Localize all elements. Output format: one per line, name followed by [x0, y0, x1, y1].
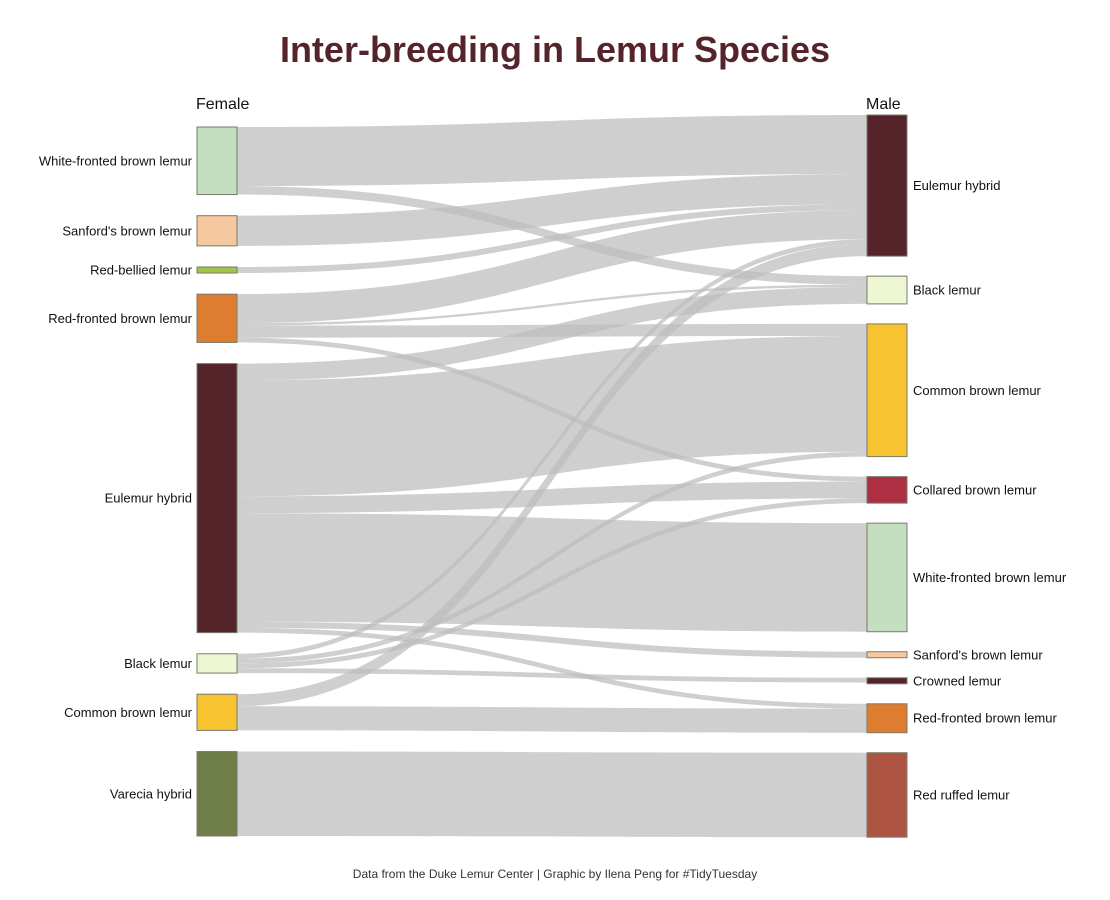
female-label-common-brown-lemur: Common brown lemur [64, 705, 193, 720]
link-black-lemur-to-eulemur-hybrid [237, 239, 867, 659]
link-eulemur-hybrid-to-black-lemur [237, 287, 867, 381]
female-axis-label: Female [196, 96, 249, 113]
link-black-lemur-to-crowned-lemur [237, 668, 867, 683]
link-eulemur-hybrid-to-sanford-s-brown-lemur [237, 621, 867, 658]
link-common-brown-lemur-to-red-fronted-brown-lemur [237, 706, 867, 733]
male-node-common-brown-lemur [866, 323, 908, 458]
chart-title: Inter-breeding in Lemur Species [280, 29, 830, 70]
link-eulemur-hybrid-to-red-fronted-brown-lemur [237, 627, 867, 709]
male-label-sanford-s-brown-lemur: Sanford's brown lemur [913, 647, 1043, 662]
male-label-black-lemur: Black lemur [913, 283, 982, 298]
node-layer [196, 114, 908, 838]
female-node-varecia-hybrid [196, 751, 238, 837]
male-label-red-ruffed-lemur: Red ruffed lemur [913, 787, 1010, 802]
female-label-black-lemur: Black lemur [124, 656, 193, 671]
female-node-common-brown-lemur [196, 693, 238, 731]
female-node-eulemur-hybrid [196, 363, 238, 634]
link-sanford-s-brown-lemur-to-eulemur-hybrid [237, 174, 867, 246]
male-label-common-brown-lemur: Common brown lemur [913, 383, 1042, 398]
male-node-eulemur-hybrid [866, 114, 908, 257]
male-node-white-fronted-brown-lemur [866, 522, 908, 633]
female-label-varecia-hybrid: Varecia hybrid [110, 786, 192, 801]
male-node-red-fronted-brown-lemur [866, 703, 908, 734]
male-node-sanford-s-brown-lemur [866, 651, 908, 659]
chart-caption: Data from the Duke Lemur Center | Graphi… [353, 867, 757, 881]
male-axis-label: Male [866, 96, 901, 113]
female-label-eulemur-hybrid: Eulemur hybrid [105, 491, 192, 506]
label-layer: White-fronted brown lemur Sanford's brown… [39, 153, 1067, 802]
female-node-sanford-s-brown-lemur [196, 215, 238, 247]
male-node-red-ruffed-lemur [866, 752, 908, 838]
link-black-lemur-to-collared-brown-lemur [237, 498, 867, 669]
female-node-black-lemur [196, 653, 238, 674]
link-white-fronted-brown-lemur-to-black-lemur [237, 186, 867, 285]
male-node-collared-brown-lemur [866, 476, 908, 504]
link-red-fronted-brown-lemur-to-eulemur-hybrid [237, 210, 867, 324]
male-node-black-lemur [866, 275, 908, 305]
male-node-crowned-lemur [866, 677, 908, 685]
link-red-fronted-brown-lemur-to-black-lemur [237, 284, 867, 326]
link-eulemur-hybrid-to-common-brown-lemur [237, 335, 867, 497]
male-label-crowned-lemur: Crowned lemur [913, 673, 1002, 688]
male-label-collared-brown-lemur: Collared brown lemur [913, 482, 1037, 497]
link-layer [237, 115, 867, 838]
male-label-eulemur-hybrid: Eulemur hybrid [913, 178, 1000, 193]
link-red-bellied-lemur-to-eulemur-hybrid [237, 204, 867, 274]
male-label-red-fronted-brown-lemur: Red-fronted brown lemur [913, 711, 1057, 726]
female-node-white-fronted-brown-lemur [196, 126, 238, 196]
link-eulemur-hybrid-to-collared-brown-lemur [237, 481, 867, 514]
male-label-white-fronted-brown-lemur: White-fronted brown lemur [913, 570, 1067, 585]
link-common-brown-lemur-to-eulemur-hybrid [237, 244, 867, 707]
female-label-red-bellied-lemur: Red-bellied lemur [90, 263, 193, 278]
link-black-lemur-to-common-brown-lemur [237, 451, 867, 664]
female-label-sanford-s-brown-lemur: Sanford's brown lemur [62, 223, 192, 238]
link-varecia-hybrid-to-red-ruffed-lemur [237, 751, 867, 838]
link-eulemur-hybrid-to-white-fronted-brown-lemur [237, 513, 867, 632]
female-label-white-fronted-brown-lemur: White-fronted brown lemur [39, 153, 193, 168]
female-label-red-fronted-brown-lemur: Red-fronted brown lemur [48, 311, 192, 326]
link-white-fronted-brown-lemur-to-eulemur-hybrid [237, 115, 867, 187]
female-node-red-bellied-lemur [196, 266, 238, 274]
female-node-red-fronted-brown-lemur [196, 293, 238, 343]
